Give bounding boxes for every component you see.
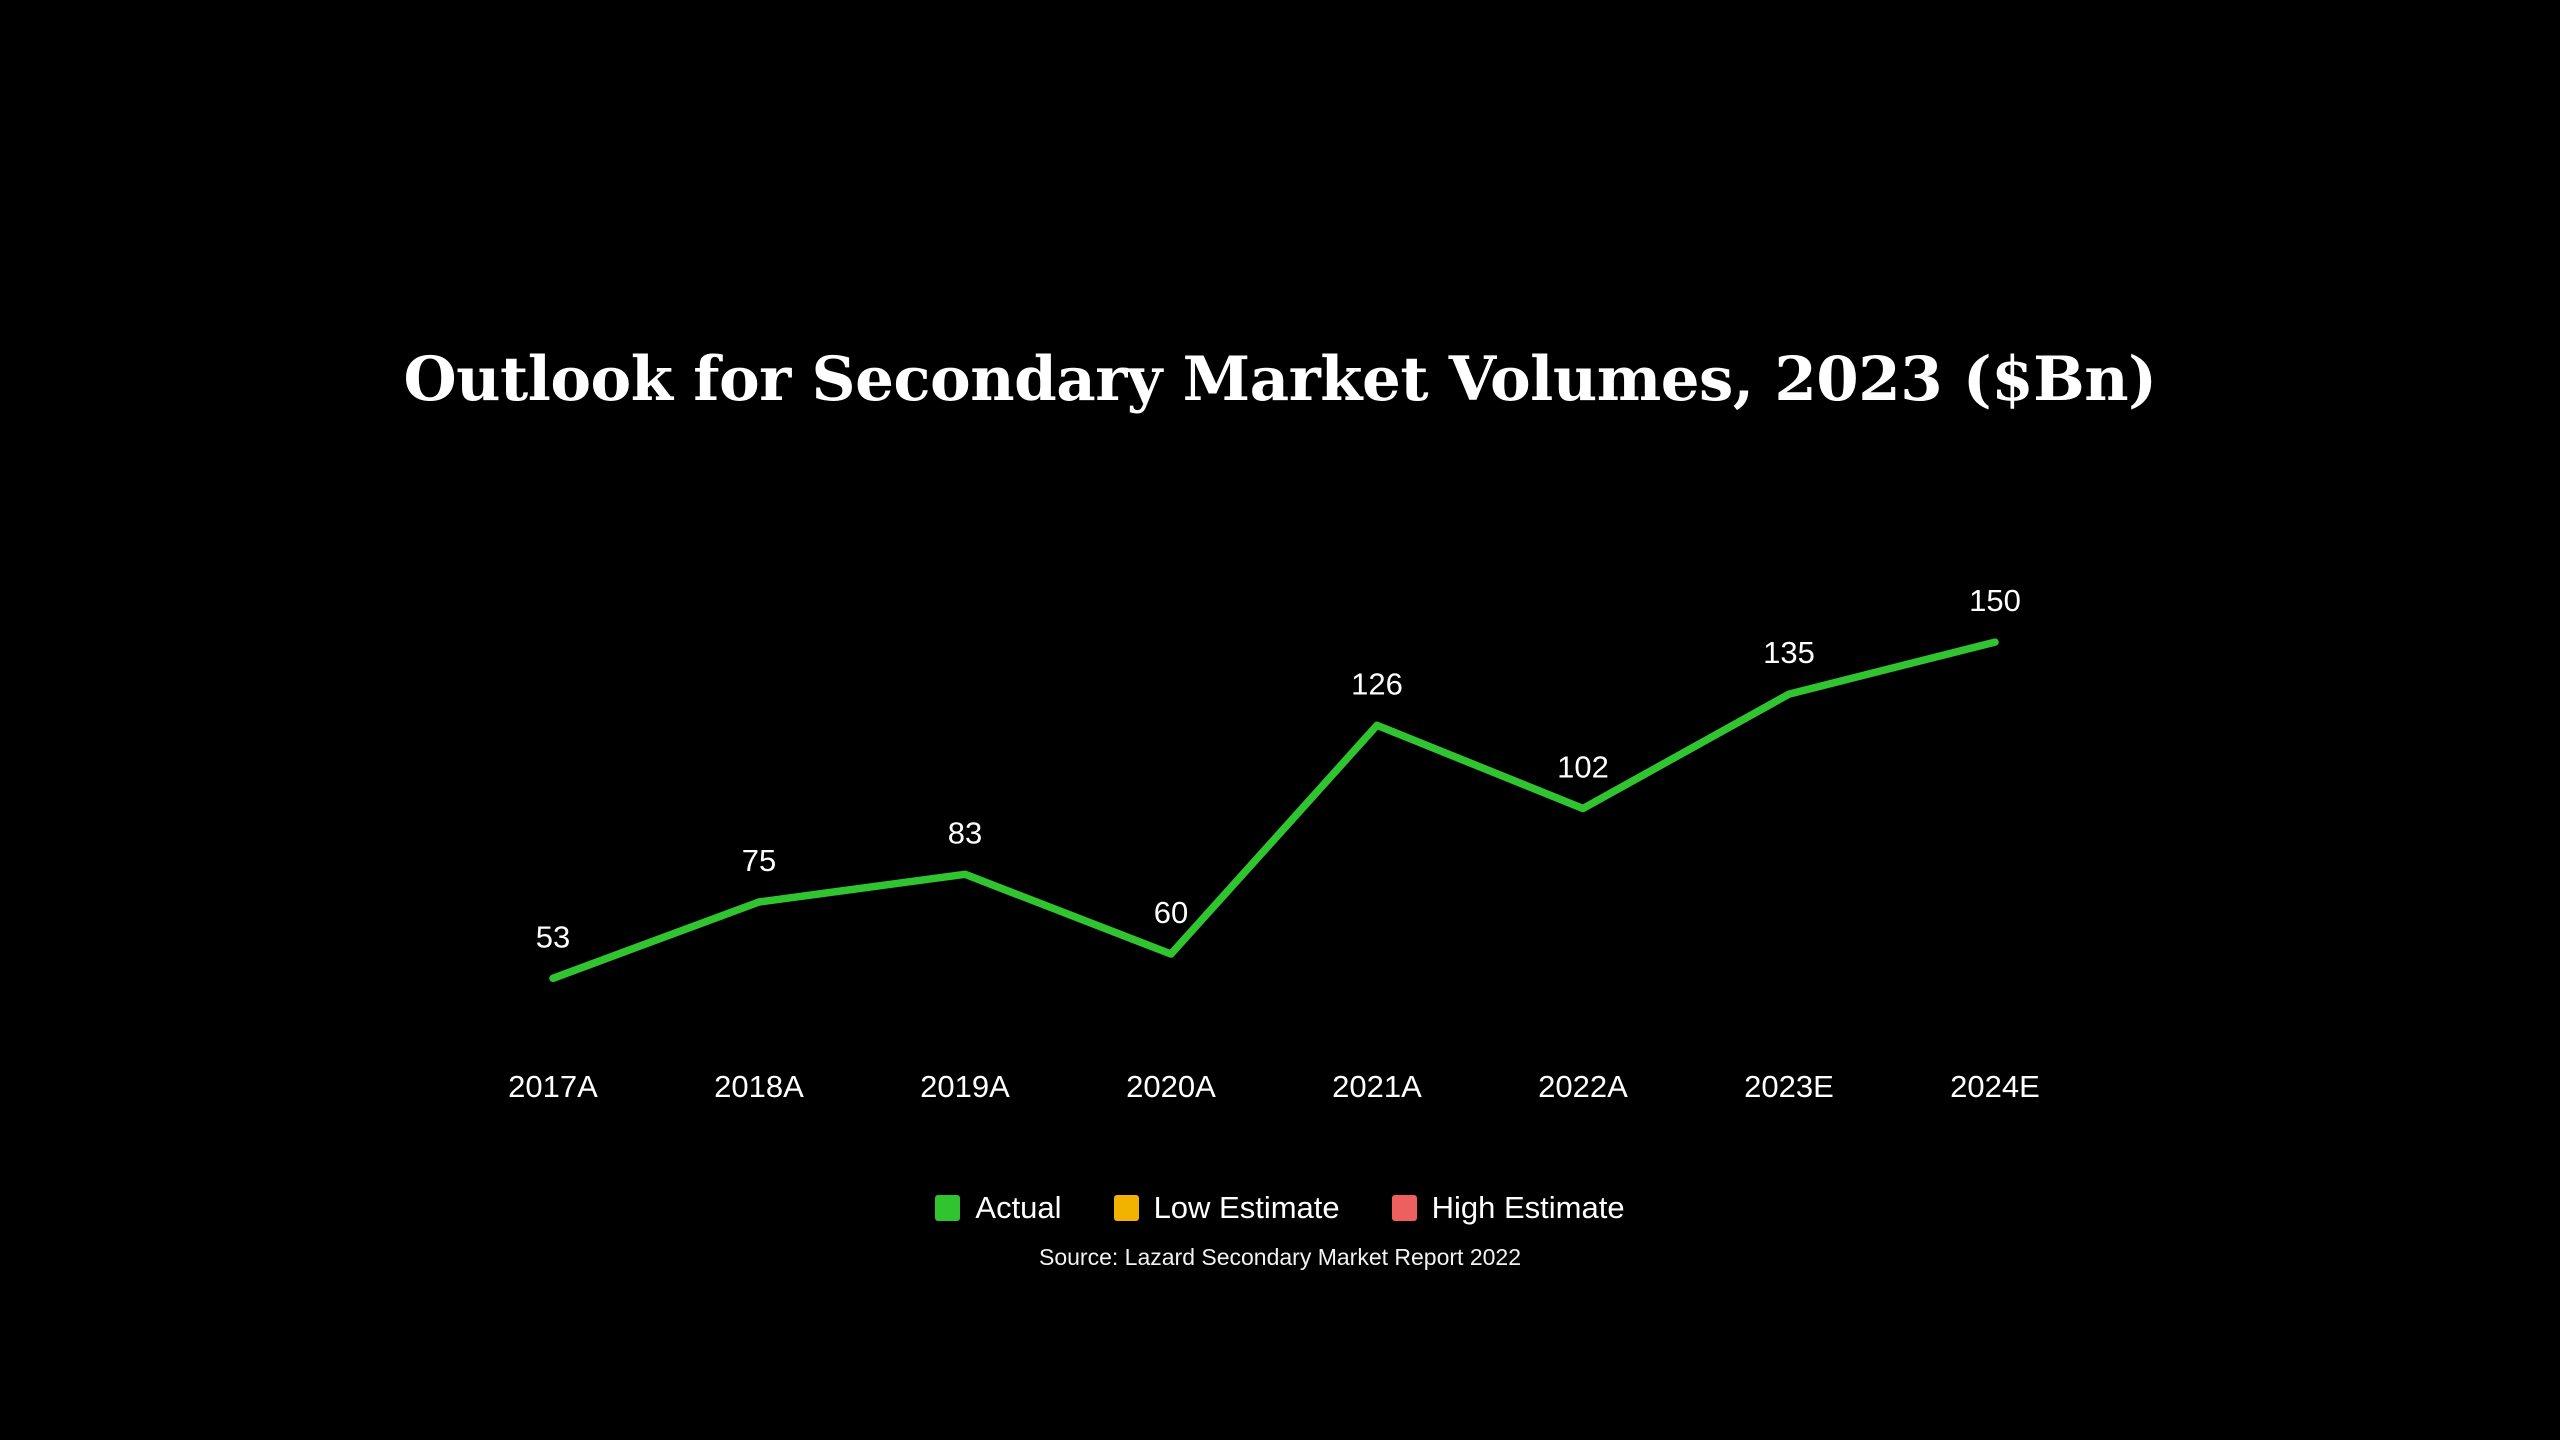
legend-swatch-actual: [935, 1194, 961, 1221]
legend-swatch-high-estimate: [1391, 1194, 1417, 1221]
x-axis-label-2017a: 2017A: [508, 1069, 598, 1104]
value-label-2019a: 83: [948, 815, 982, 850]
source-note: Source: Lazard Secondary Market Report 2…: [1039, 1244, 1521, 1270]
x-axis-label-2022a: 2022A: [1538, 1069, 1628, 1104]
x-axis-label-2024e: 2024E: [1950, 1069, 2040, 1104]
value-label-2023e: 135: [1763, 635, 1815, 670]
legend-label-high-estimate: High Estimate: [1431, 1190, 1625, 1225]
x-axis-label-2023e: 2023E: [1744, 1069, 1834, 1104]
x-axis-label-2020a: 2020A: [1126, 1069, 1216, 1104]
chart-title: Outlook for Secondary Market Volumes, 20…: [403, 344, 2157, 415]
legend-item-high-estimate: High Estimate: [1391, 1190, 1625, 1225]
line-series-actual: [549, 638, 1999, 983]
value-label-2021a: 126: [1351, 666, 1403, 701]
x-axis-label-2019a: 2019A: [920, 1069, 1010, 1104]
legend-item-actual: Actual: [935, 1190, 1062, 1225]
legend-item-low-estimate: Low Estimate: [1113, 1190, 1340, 1225]
chart-legend: Actual Low Estimate High Estimate: [0, 1192, 2560, 1223]
value-label-2017a: 53: [536, 919, 570, 954]
legend-swatch-low-estimate: [1113, 1194, 1139, 1221]
value-label-2024e: 150: [1969, 583, 2021, 618]
legend-label-low-estimate: Low Estimate: [1153, 1190, 1340, 1225]
legend-label-actual: Actual: [975, 1190, 1062, 1225]
value-label-2018a: 75: [742, 843, 776, 878]
x-axis-label-2018a: 2018A: [714, 1069, 804, 1104]
value-label-2022a: 102: [1557, 750, 1609, 785]
x-axis-label-2021a: 2021A: [1332, 1069, 1422, 1104]
value-label-2020a: 60: [1154, 895, 1188, 930]
